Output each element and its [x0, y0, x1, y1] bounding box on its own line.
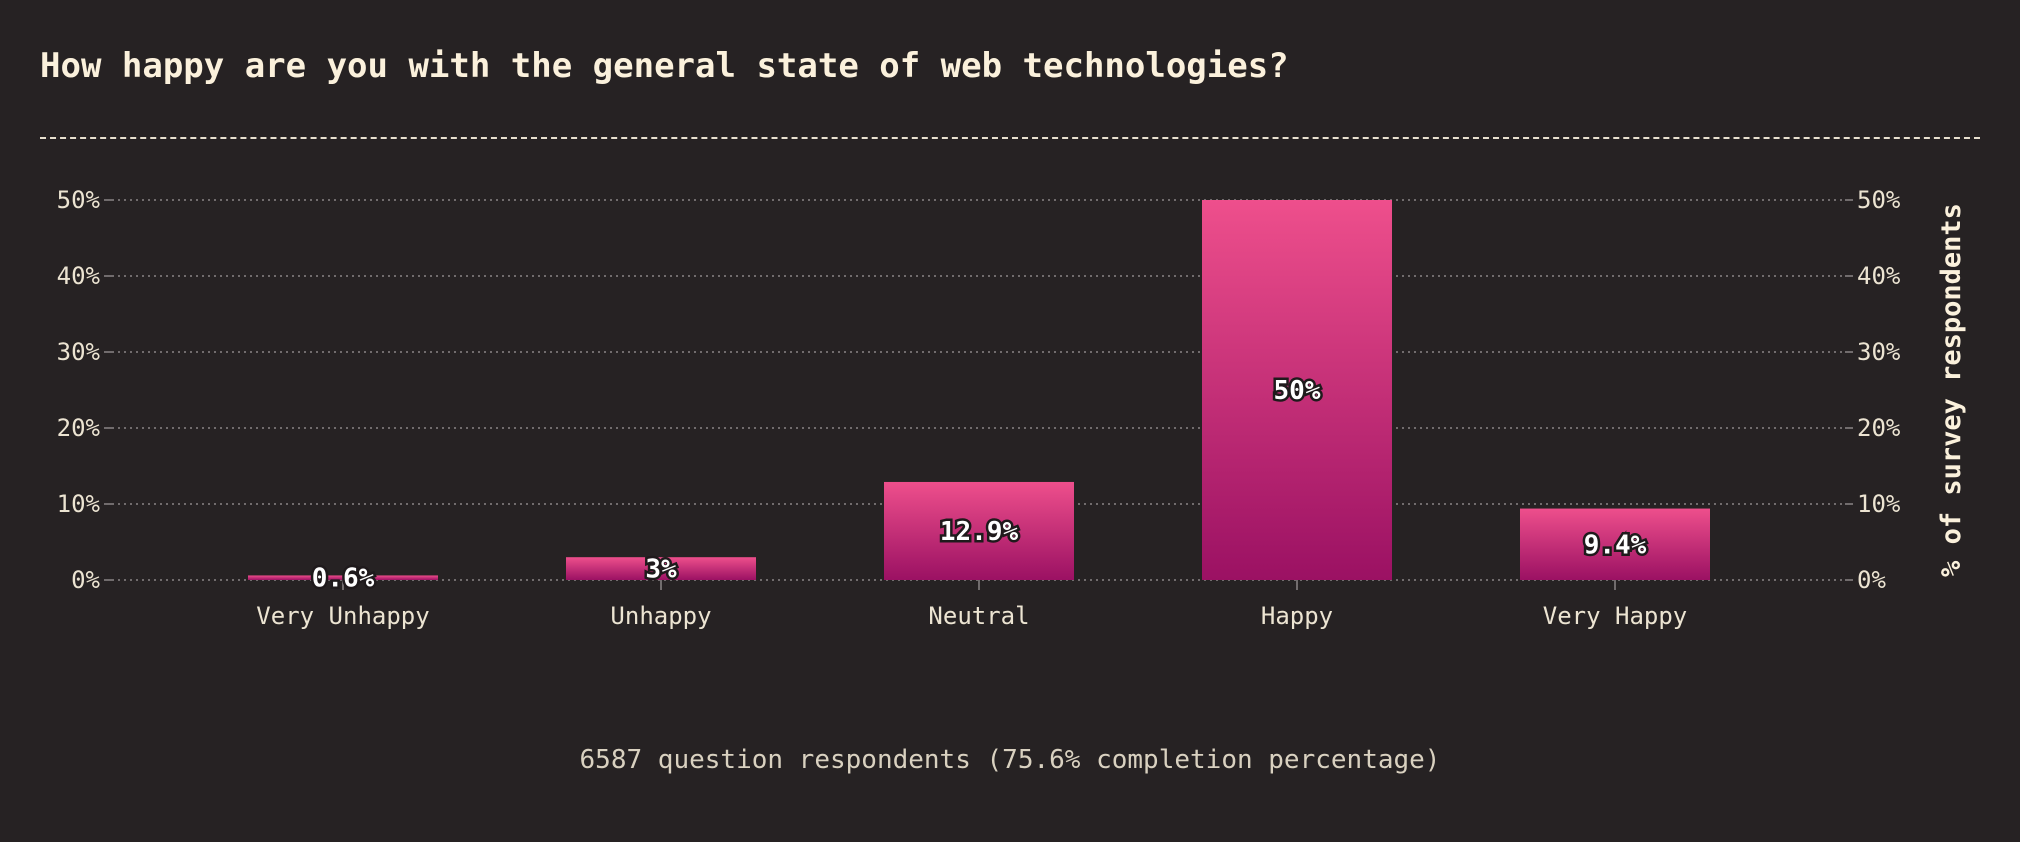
bar[interactable]: [248, 575, 438, 580]
y-tick-label: 20%: [57, 414, 101, 442]
y-tick-label: 30%: [57, 338, 101, 366]
chart-title: How happy are you with the general state…: [40, 46, 1289, 86]
bar-value-labels: 0.6% 3% 12.9% 50% 9.4%: [309, 374, 1649, 597]
y-tick-label: 10%: [1857, 490, 1901, 518]
y-tick-label: 30%: [1857, 338, 1901, 366]
bar-value-label: 12.9%: [940, 517, 1019, 547]
bar-value-label: 0.6%: [312, 564, 375, 594]
y-axis-title: % of survey respondents: [1936, 203, 1967, 577]
bar-value-label: 50%: [1274, 376, 1321, 406]
bar[interactable]: [1202, 200, 1392, 580]
y-tick-label: 50%: [57, 186, 101, 214]
y-tick-label: 10%: [57, 490, 101, 518]
y-tick-label: 0%: [1857, 566, 1886, 594]
y-axis-right: 0% 10% 20% 30% 40% 50%: [1845, 186, 1901, 594]
bar-value-label: 3%: [645, 555, 677, 585]
bar[interactable]: [884, 481, 1074, 580]
respondents-footnote: 6587 question respondents (75.6% complet…: [579, 745, 1441, 775]
y-tick-label: 0%: [71, 566, 100, 594]
y-tick-label: 20%: [1857, 414, 1901, 442]
y-axis-left: 0% 10% 20% 30% 40% 50%: [57, 186, 112, 594]
x-tick-label: Neutral: [928, 602, 1029, 630]
bar[interactable]: [566, 557, 756, 580]
x-tick-label: Unhappy: [610, 602, 711, 630]
bar-value-label: 9.4%: [1584, 530, 1647, 560]
x-axis: Very Unhappy Unhappy Neutral Happy Very Happ…: [256, 580, 1687, 630]
x-tick-label: Very Happy: [1543, 602, 1688, 630]
y-tick-label: 50%: [1857, 186, 1901, 214]
y-tick-label: 40%: [1857, 262, 1901, 290]
title-divider: [40, 137, 1980, 139]
bar-chart: 0% 10% 20% 30% 40% 50% 0% 10% 20% 30% 40% 50% Very…: [57, 186, 1967, 630]
y-tick-label: 40%: [57, 262, 101, 290]
bar[interactable]: [1520, 508, 1710, 580]
x-tick-label: Happy: [1261, 602, 1333, 630]
bars: [248, 200, 1710, 580]
x-tick-label: Very Unhappy: [256, 602, 429, 630]
